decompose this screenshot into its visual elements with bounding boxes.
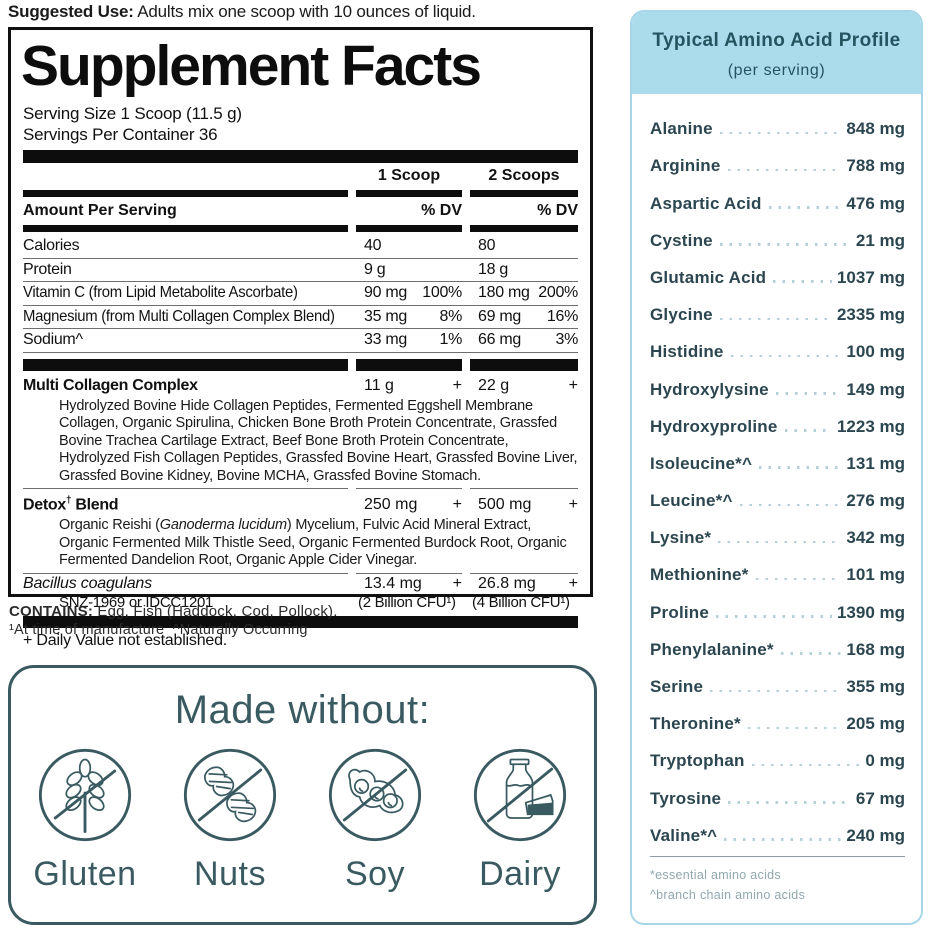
amount-per-serving-row: Amount Per Serving % DV % DV [23,200,578,222]
nutrient-row: Sodium^ 33 mg 1% 66 mg 3% [23,329,578,353]
dot-leader [739,503,842,507]
amino-row: Glutamic Acid 1037 mg [650,267,905,287]
divider-bar [23,615,578,628]
section-divider [23,572,578,574]
dot-leader [768,206,842,209]
serving-size: Serving Size 1 Scoop (11.5 g) [23,104,242,123]
dot-leader [784,429,832,432]
manufacture-note: ¹At time of manufacture ^Naturally Occur… [9,622,308,638]
amino-row: Phenylalanine* 168 mg [650,639,905,659]
contains-statement: CONTAINS: Egg, Fish (Haddock, Cod, Pollo… [9,603,338,620]
column-bars [23,225,578,232]
suggested-use-text: Adults mix one scoop with 10 ounces of l… [133,2,476,21]
dot-leader [716,615,832,618]
supplement-facts-title: Supplement Facts [21,34,482,98]
amino-row: Serine 355 mg [650,677,905,696]
dot-leader [728,801,851,804]
probiotic-strain-row: SNZ-1969 or IDCC1201 (2 Billion CFU¹) (4… [59,593,570,611]
dot-leader [730,354,842,358]
suggested-use: Suggested Use: Adults mix one scoop with… [8,2,476,22]
servings-per-container: Servings Per Container 36 [23,125,218,144]
dot-leader [718,540,842,544]
dot-leader [773,280,832,283]
amino-panel-title: Typical Amino Acid Profile [652,30,901,51]
detox-blend-row: Detox† Blend 250 mg + 500 mg + [23,495,578,514]
nutrient-row: Vitamin C (from Lipid Metabolite Ascorba… [23,282,578,306]
nutrient-row: Calories 40 80 [23,235,578,259]
detox-blend-ingredients: Organic Reishi (Ganoderma lucidum) Mycel… [59,517,567,569]
nutrient-row: Protein 9 g 18 g [23,259,578,282]
amount-header: Amount Per Serving [23,202,177,219]
column-bars [23,358,578,371]
soy-icon [327,747,423,843]
amino-row: Leucine*^ 276 mg [650,491,905,511]
amino-row: Arginine 788 mg [650,156,905,176]
amino-row: Glycine 2335 mg [650,305,905,325]
made-without-label: Gluten [33,855,137,893]
amino-row: Theronine* 205 mg [650,714,905,734]
dot-leader [719,243,851,246]
amino-row: Aspartic Acid 476 mg [650,193,905,213]
nutrient-row: Magnesium (from Multi Collagen Complex B… [23,306,578,329]
amino-row: Tyrosine 67 mg [650,788,905,808]
amino-row: Valine*^ 240 mg [650,825,905,845]
made-without-item-soy: Soy [304,747,446,894]
made-without-label: Dairy [479,855,561,893]
dot-leader [724,838,842,841]
dv-header-1: % DV [421,202,462,219]
made-without-title: Made without: [174,688,431,732]
column-bars [23,190,578,197]
amino-row: Tryptophan 0 mg [650,751,905,771]
amino-row: Hydroxylysine 149 mg [650,379,905,399]
essential-footnote: *essential amino acids [650,867,781,882]
made-without-item-dairy: Dairy [449,747,591,894]
dairy-icon [472,747,568,843]
dot-leader [755,577,842,581]
dot-leader [751,763,861,767]
amino-panel-header: Typical Amino Acid Profile (per serving) [632,12,921,94]
amino-row: Proline 1390 mg [650,602,905,622]
section-divider [23,488,578,489]
multi-collagen-row: Multi Collagen Complex 11 g + 22 g + [23,376,578,394]
made-without-item-nuts: Nuts [159,747,301,894]
amino-row: Lysine* 342 mg [650,528,905,548]
amino-acid-panel: Typical Amino Acid Profile (per serving)… [630,10,923,925]
amino-row: Histidine 100 mg [650,342,905,362]
amino-panel-subtitle: (per serving) [727,62,826,79]
amino-row: Cystine 21 mg [650,230,905,250]
made-without-label: Soy [344,855,406,893]
multi-collagen-ingredients: Hydrolyzed Bovine Hide Collagen Peptides… [59,397,578,484]
dot-leader [727,168,842,172]
suggested-use-label: Suggested Use: [8,2,134,21]
made-without-label: Nuts [194,855,266,893]
col-1-scoop: 1 Scoop [377,167,441,184]
amino-list: Alanine 848 mg Arginine 788 mg Aspartic Ac… [632,94,921,846]
dot-leader [775,392,842,395]
divider-bar [23,150,578,163]
amino-footnotes: *essential amino acids ^branch chain ami… [650,855,905,906]
wheat-icon [37,747,133,843]
made-without-box: Made without: Gluten [8,665,597,925]
peanut-icon [182,747,278,843]
dot-leader [759,466,842,469]
scoop-header-row: 1 Scoop 2 Scoops [23,165,578,187]
dot-leader [710,689,842,692]
made-without-items: Gluten Nuts [11,747,594,894]
amino-row: Isoleucine*^ 131 mg [650,453,905,473]
amino-row: Hydroxyproline 1223 mg [650,416,905,436]
made-without-item-gluten: Gluten [14,747,156,894]
dot-leader [747,726,842,730]
dot-leader [719,131,842,135]
dv-header-2: % DV [537,202,578,219]
amino-row: Alanine 848 mg [650,119,905,139]
dot-leader [780,652,842,655]
supplement-facts-panel: Supplement Facts Serving Size 1 Scoop (1… [8,27,593,649]
col-2-scoops: 2 Scoops [488,167,560,184]
daily-value-footnote: + Daily Value not established. [23,631,228,649]
branch-chain-footnote: ^branch chain amino acids [650,888,806,903]
dot-leader [719,317,832,321]
probiotic-row: Bacillus coagulans 13.4 mg + 26.8 mg + [23,574,578,592]
amino-row: Methionine* 101 mg [650,565,905,585]
